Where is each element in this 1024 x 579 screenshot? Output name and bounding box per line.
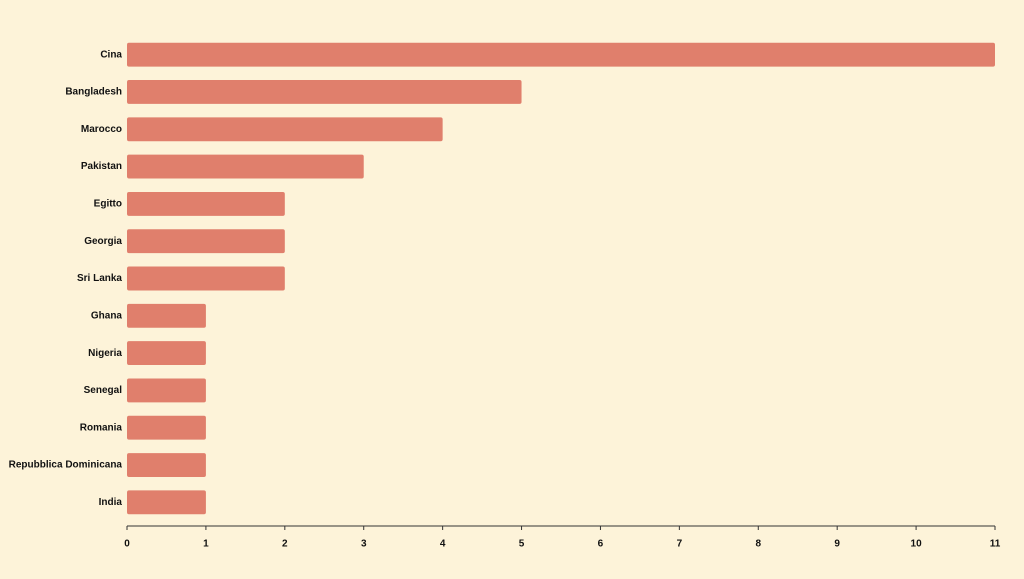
- y-tick-label: Georgia: [84, 236, 122, 247]
- y-tick-label: Senegal: [84, 385, 123, 396]
- bar: [127, 191, 285, 216]
- y-tick-label: Romania: [80, 422, 123, 433]
- y-tick-label: Sri Lanka: [77, 273, 122, 284]
- y-tick-label: Egitto: [94, 199, 122, 210]
- y-tick-label: Nigeria: [88, 348, 122, 359]
- x-tick-label: 11: [990, 539, 1001, 550]
- y-tick-label: Repubblica Dominicana: [9, 460, 123, 471]
- x-tick-label: 4: [440, 539, 446, 550]
- bar: [127, 266, 285, 291]
- x-tick-label: 1: [203, 539, 209, 550]
- x-tick-label: 7: [677, 539, 683, 550]
- bar: [127, 117, 443, 142]
- y-tick-label: India: [99, 497, 123, 508]
- x-tick-label: 3: [361, 539, 367, 550]
- bar: [127, 42, 995, 67]
- bar: [127, 453, 206, 477]
- x-tick-label: 2: [282, 539, 288, 550]
- y-tick-label: Cina: [100, 49, 122, 60]
- bar: [127, 154, 364, 179]
- bar: [127, 490, 206, 515]
- bar: [127, 415, 206, 440]
- bar: [127, 303, 206, 328]
- y-tick-label: Marocco: [81, 124, 122, 135]
- bar: [127, 80, 522, 104]
- x-tick-label: 8: [755, 539, 761, 550]
- y-tick-label: Pakistan: [81, 161, 122, 172]
- bar: [127, 378, 206, 403]
- x-tick-label: 0: [124, 539, 130, 550]
- x-tick-label: 9: [834, 539, 840, 550]
- bar: [127, 341, 206, 366]
- bar: [127, 229, 285, 254]
- x-tick-label: 10: [911, 539, 923, 550]
- x-tick-label: 6: [598, 539, 604, 550]
- y-tick-label: Ghana: [91, 310, 123, 321]
- x-tick-label: 5: [519, 539, 525, 550]
- y-tick-label: Bangladesh: [65, 87, 122, 98]
